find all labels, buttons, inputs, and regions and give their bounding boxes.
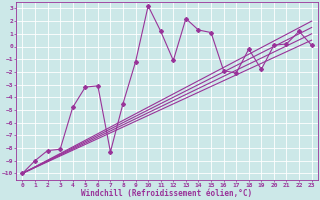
X-axis label: Windchill (Refroidissement éolien,°C): Windchill (Refroidissement éolien,°C) [82,189,252,198]
